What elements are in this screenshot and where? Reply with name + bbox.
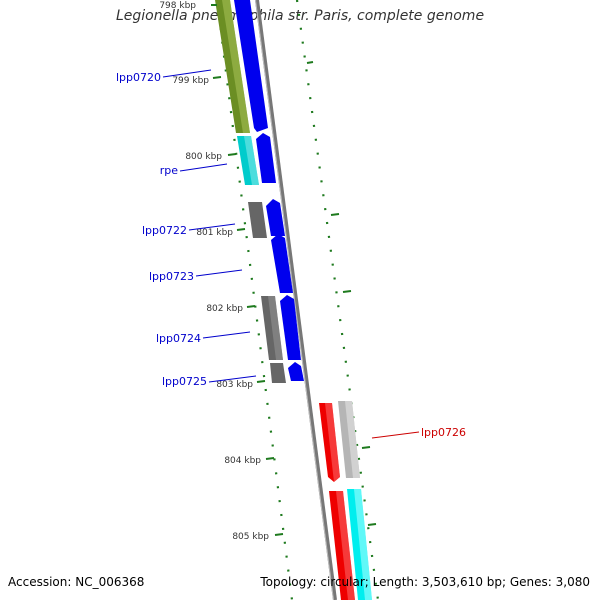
gene-block-blue-1[interactable] bbox=[234, 0, 268, 132]
position-label: 802 kbp bbox=[206, 304, 243, 314]
gene-block-blue-5[interactable] bbox=[280, 295, 301, 360]
position-label: 804 kbp bbox=[224, 456, 261, 466]
tick-rails bbox=[215, 0, 380, 600]
position-label: 803 kbp bbox=[216, 380, 253, 390]
backbone-highlight bbox=[255, 0, 334, 600]
gene-block-gray-1[interactable] bbox=[248, 202, 267, 238]
gene-labels: lpp0720 rpe lpp0722 lpp0723 lpp0724 lpp0… bbox=[116, 71, 466, 439]
backbone-line bbox=[255, 0, 337, 600]
backbone bbox=[255, 0, 337, 600]
position-label: 798 kbp bbox=[159, 1, 196, 11]
gene-label-lpp0722[interactable]: lpp0722 bbox=[142, 224, 187, 237]
gene-label-lpp0720[interactable]: lpp0720 bbox=[116, 71, 161, 84]
gene-block-blue-4[interactable] bbox=[271, 234, 293, 293]
gene-block-gray-3[interactable] bbox=[270, 363, 286, 383]
genome-stats-text: Topology: circular; Length: 3,503,610 bp… bbox=[260, 575, 590, 589]
gene-label-rpe[interactable]: rpe bbox=[160, 164, 179, 177]
gene-block-red-1[interactable] bbox=[319, 403, 340, 482]
gene-block-blue-3[interactable] bbox=[266, 199, 285, 236]
gene-block-lightgray-1-shade bbox=[345, 401, 360, 478]
position-label: 805 kbp bbox=[232, 532, 269, 542]
gene-block-blue-6[interactable] bbox=[288, 362, 304, 381]
right-tick-rail bbox=[295, 0, 380, 600]
map-title: Legionella pneumophila str. Paris, compl… bbox=[115, 8, 485, 24]
gene-block-red-2-shade bbox=[336, 491, 355, 600]
position-label: 801 kbp bbox=[196, 228, 233, 238]
gene-label-lpp0723[interactable]: lpp0723 bbox=[149, 270, 194, 283]
gene-label-leaders bbox=[162, 69, 420, 439]
position-labels: 798 kbp 799 kbp 800 kbp 801 kbp 802 kbp … bbox=[159, 1, 269, 542]
gene-block-red-2[interactable] bbox=[329, 491, 355, 600]
gene-block-gray-2-shade bbox=[268, 296, 283, 360]
position-ticks bbox=[211, 4, 377, 536]
gene-block-cyan-2-shade bbox=[354, 489, 372, 600]
gene-label-lpp0724[interactable]: lpp0724 bbox=[156, 332, 201, 345]
accession-text: Accession: NC_006368 bbox=[8, 575, 145, 589]
gene-block-olive-shade bbox=[222, 0, 250, 133]
position-label: 799 kbp bbox=[172, 76, 209, 86]
gene-blocks bbox=[215, 0, 372, 600]
gene-label-lpp0726[interactable]: lpp0726 bbox=[421, 426, 466, 439]
gene-block-cyan-1-shade bbox=[244, 136, 259, 185]
gene-block-blue-2[interactable] bbox=[256, 133, 276, 183]
gene-label-lpp0725[interactable]: lpp0725 bbox=[162, 375, 207, 388]
gene-block-red-1-shade bbox=[325, 403, 340, 482]
position-label: 800 kbp bbox=[185, 152, 222, 162]
